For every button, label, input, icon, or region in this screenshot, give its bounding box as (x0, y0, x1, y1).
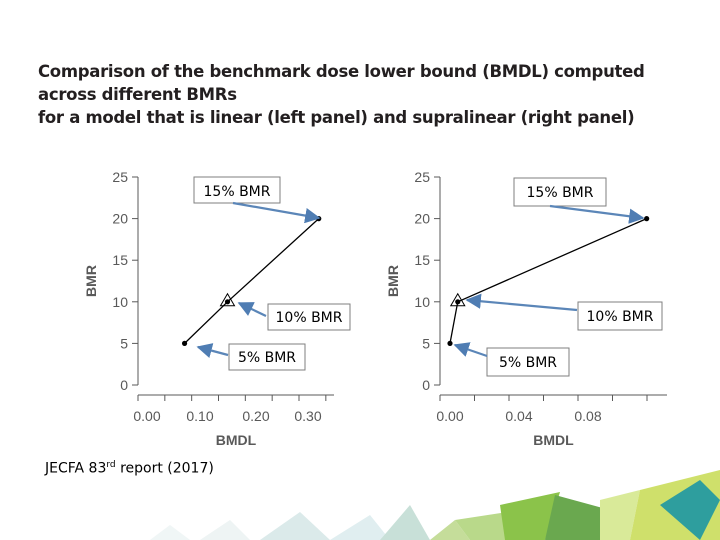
source-note-suffix: report (2017) (115, 460, 214, 477)
bmr-label-text: 10% BMR (276, 310, 343, 326)
x-axis-label: BMDL (216, 432, 257, 448)
bmr-label-text: 5% BMR (499, 355, 557, 371)
source-note-superscript: rd (106, 460, 116, 470)
y-tick-label: 10 (112, 294, 128, 310)
bmr-arrow (465, 293, 578, 312)
y-tick-label: 10 (414, 294, 430, 310)
bmr-label-box (513, 177, 607, 207)
x-tick-label: 0.04 (505, 408, 532, 424)
x-tick-label: 0.08 (574, 408, 601, 424)
data-point (644, 216, 650, 222)
bmr-label-text: 10% BMR (587, 309, 654, 325)
triangle-marker (219, 292, 236, 307)
y-tick-label: 5 (120, 335, 128, 351)
x-tick-label: 0.30 (294, 408, 321, 424)
source-note-prefix: JECFA 83 (45, 460, 107, 477)
y-tick-label: 20 (112, 211, 128, 227)
chart-title: Comparison of the benchmark dose lower b… (38, 60, 708, 129)
bmr-label-box (267, 303, 351, 331)
y-tick-label: 25 (414, 169, 430, 185)
y-tick-label: 20 (414, 211, 430, 227)
y-axis-label: BMR (83, 265, 99, 297)
bmr-label-text: 15% BMR (204, 184, 271, 200)
bmr-label-box (486, 347, 570, 377)
y-tick-label: 15 (112, 252, 128, 268)
y-tick-label: 25 (112, 169, 128, 185)
bmr-arrow (196, 343, 229, 359)
source-note: JECFA 83rd report (2017) (45, 460, 214, 477)
bmr-label-box (228, 343, 306, 371)
bmr-arrow (232, 201, 321, 224)
x-tick-label: 0.00 (436, 408, 463, 424)
bmr-label-text: 15% BMR (527, 185, 594, 201)
y-tick-label: 5 (422, 335, 430, 351)
x-tick-label: 0.00 (133, 408, 160, 424)
bmr-label-text: 5% BMR (238, 350, 296, 366)
y-tick-label: 15 (414, 252, 430, 268)
y-tick-label: 0 (120, 377, 128, 393)
bmr-label-box (577, 301, 663, 331)
data-point (181, 340, 188, 346)
y-axis-label: BMR (385, 265, 401, 297)
data-point (455, 299, 461, 305)
y-tick-label: 0 (422, 377, 430, 393)
data-point (224, 299, 231, 305)
bmr-arrow (237, 302, 267, 317)
bmr-arrow (549, 204, 645, 224)
triangle-marker (449, 292, 466, 307)
bmr-arrow (453, 342, 488, 358)
chart-title-line-2: for a model that is linear (left panel) … (38, 108, 635, 127)
x-tick-label: 0.20 (242, 408, 269, 424)
left-panel-chart: 0 5 10 15 20 25 0.00 0.10 0.20 0.30 BMDL BMR 15% BMR… (83, 169, 351, 448)
data-point (447, 340, 453, 346)
x-tick-label: 0.10 (186, 408, 213, 424)
x-axis-label: BMDL (533, 432, 574, 448)
chart-title-line-1: Comparison of the benchmark dose lower b… (38, 62, 645, 104)
